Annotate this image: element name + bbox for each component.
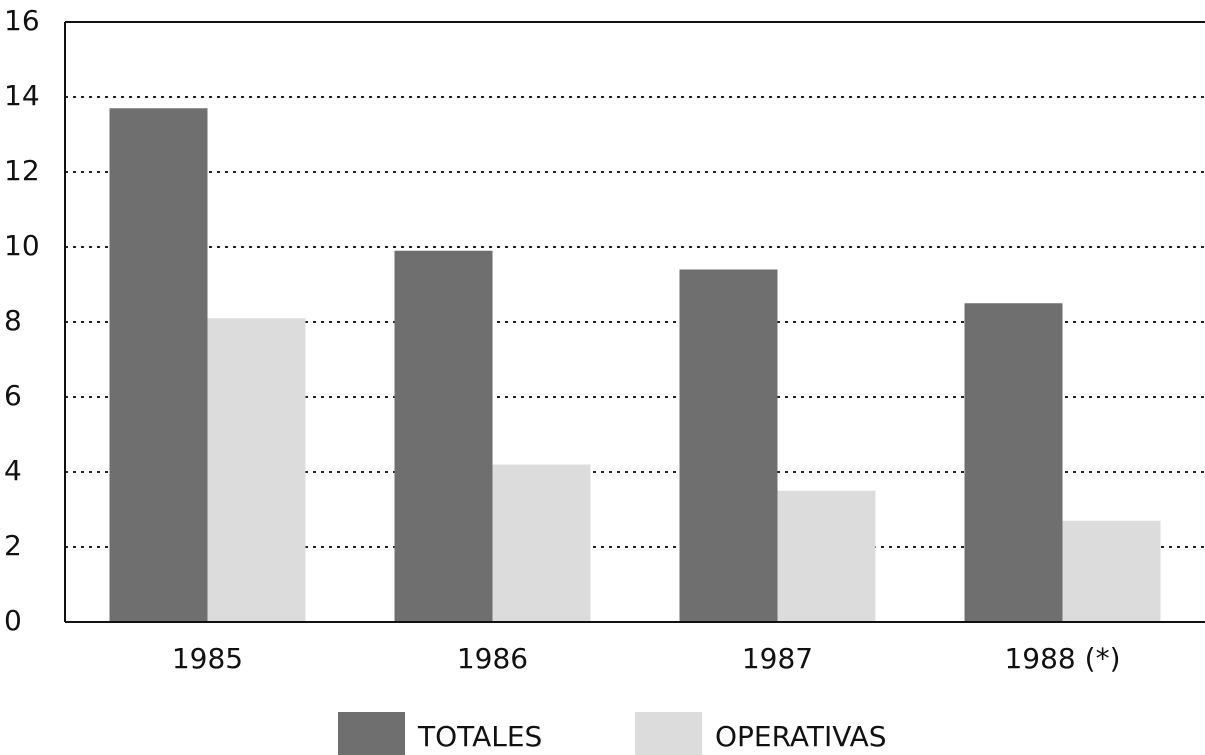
bar <box>109 108 208 622</box>
y-tick-label: 12 <box>4 154 40 187</box>
x-tick-label: 1988 (*) <box>1004 642 1120 675</box>
bar <box>394 250 493 622</box>
y-tick-label: 16 <box>4 4 40 37</box>
legend-swatch <box>338 712 405 755</box>
y-tick-label: 10 <box>4 229 40 262</box>
bar <box>207 318 306 622</box>
bar <box>964 303 1063 622</box>
y-tick-label: 8 <box>4 304 22 337</box>
legend-label: OPERATIVAS <box>715 720 887 753</box>
x-tick-label: 1986 <box>457 642 528 675</box>
legend-label: TOTALES <box>417 720 542 753</box>
y-tick-label: 6 <box>4 379 22 412</box>
bar <box>1062 520 1161 622</box>
x-tick-label: 1985 <box>172 642 243 675</box>
bar <box>492 464 591 622</box>
bar <box>777 490 876 622</box>
x-tick-label: 1987 <box>742 642 813 675</box>
y-tick-label: 14 <box>4 79 40 112</box>
y-tick-label: 0 <box>4 604 22 637</box>
legend-swatch <box>635 712 702 755</box>
y-tick-label: 4 <box>4 454 22 487</box>
bar <box>679 269 778 622</box>
y-tick-label: 2 <box>4 529 22 562</box>
